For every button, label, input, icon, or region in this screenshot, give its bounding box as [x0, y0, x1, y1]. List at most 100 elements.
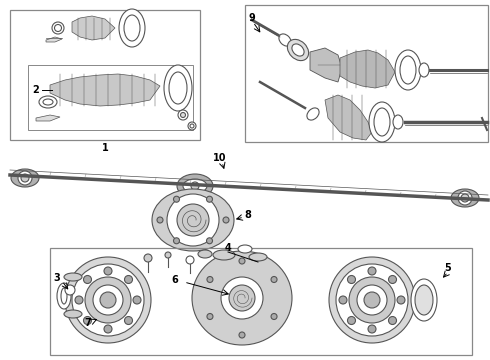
Circle shape — [368, 325, 376, 333]
Circle shape — [458, 191, 472, 205]
Ellipse shape — [85, 277, 131, 323]
Ellipse shape — [369, 102, 395, 142]
Text: 6: 6 — [172, 275, 178, 285]
Circle shape — [177, 204, 209, 236]
Ellipse shape — [124, 15, 140, 41]
Text: 9: 9 — [248, 13, 255, 23]
Circle shape — [52, 22, 64, 34]
Circle shape — [180, 112, 186, 117]
Bar — [28, 65, 193, 130]
Ellipse shape — [279, 34, 291, 46]
Polygon shape — [325, 95, 372, 140]
Circle shape — [133, 296, 141, 304]
Polygon shape — [46, 37, 62, 42]
Circle shape — [239, 258, 245, 264]
Circle shape — [206, 238, 213, 244]
Circle shape — [65, 285, 75, 295]
Circle shape — [223, 217, 229, 223]
Circle shape — [271, 276, 277, 283]
Ellipse shape — [164, 65, 192, 111]
Ellipse shape — [72, 264, 144, 336]
Ellipse shape — [183, 179, 207, 193]
Circle shape — [188, 122, 196, 130]
Circle shape — [207, 314, 213, 320]
Circle shape — [173, 196, 179, 202]
Circle shape — [18, 171, 32, 185]
Text: 8: 8 — [245, 210, 251, 220]
Text: 2: 2 — [33, 85, 39, 95]
Circle shape — [368, 267, 376, 275]
Ellipse shape — [93, 285, 123, 315]
Ellipse shape — [65, 257, 151, 343]
Circle shape — [347, 316, 355, 324]
Ellipse shape — [57, 283, 71, 309]
Circle shape — [21, 174, 29, 182]
Ellipse shape — [395, 50, 421, 90]
Ellipse shape — [11, 169, 39, 187]
Circle shape — [347, 275, 355, 283]
Ellipse shape — [177, 174, 213, 198]
Circle shape — [186, 256, 194, 264]
Circle shape — [207, 276, 213, 283]
Circle shape — [461, 194, 469, 202]
Ellipse shape — [288, 39, 309, 60]
Text: 1: 1 — [101, 143, 108, 153]
Circle shape — [124, 316, 132, 324]
Polygon shape — [50, 74, 160, 106]
Circle shape — [206, 196, 213, 202]
Ellipse shape — [400, 56, 416, 84]
Circle shape — [165, 252, 171, 258]
Circle shape — [271, 314, 277, 320]
Circle shape — [191, 182, 199, 190]
Bar — [10, 10, 200, 140]
Circle shape — [389, 316, 396, 324]
Ellipse shape — [349, 277, 395, 323]
Ellipse shape — [411, 279, 437, 321]
Ellipse shape — [43, 99, 53, 105]
Circle shape — [83, 316, 92, 324]
Ellipse shape — [100, 292, 116, 308]
Circle shape — [339, 296, 347, 304]
Text: 5: 5 — [444, 263, 451, 273]
Circle shape — [104, 267, 112, 275]
Circle shape — [75, 296, 83, 304]
Circle shape — [173, 238, 179, 244]
Bar — [50, 248, 472, 355]
Ellipse shape — [329, 257, 415, 343]
Ellipse shape — [39, 96, 57, 108]
Ellipse shape — [64, 273, 82, 281]
Ellipse shape — [238, 245, 252, 253]
Ellipse shape — [64, 310, 82, 318]
Ellipse shape — [61, 288, 67, 304]
Circle shape — [221, 277, 263, 319]
Circle shape — [389, 275, 396, 283]
Ellipse shape — [451, 189, 479, 207]
Circle shape — [167, 194, 219, 246]
Ellipse shape — [415, 285, 433, 315]
Circle shape — [397, 296, 405, 304]
Ellipse shape — [364, 292, 380, 308]
Ellipse shape — [357, 285, 387, 315]
Ellipse shape — [249, 253, 267, 261]
Circle shape — [144, 254, 152, 262]
Circle shape — [239, 332, 245, 338]
Polygon shape — [340, 50, 395, 88]
Ellipse shape — [213, 250, 235, 260]
Ellipse shape — [307, 108, 319, 120]
Text: 4: 4 — [224, 243, 231, 253]
Ellipse shape — [336, 264, 408, 336]
Bar — [245, 5, 488, 142]
Circle shape — [104, 325, 112, 333]
Text: 7: 7 — [85, 318, 91, 328]
Ellipse shape — [119, 9, 145, 47]
Ellipse shape — [374, 108, 390, 136]
Text: 10: 10 — [213, 153, 227, 163]
Circle shape — [178, 110, 188, 120]
Circle shape — [83, 275, 92, 283]
Circle shape — [190, 124, 194, 128]
Ellipse shape — [198, 250, 212, 258]
Polygon shape — [36, 115, 60, 121]
Ellipse shape — [152, 189, 234, 251]
Text: 3: 3 — [53, 273, 60, 283]
Polygon shape — [72, 16, 115, 40]
